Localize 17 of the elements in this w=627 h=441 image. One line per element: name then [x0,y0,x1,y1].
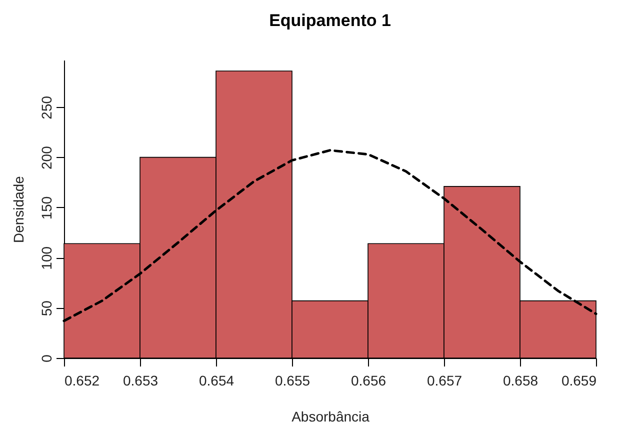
x-tick-label: 0.654 [198,372,234,388]
x-axis-title: Absorbância [292,408,370,424]
y-tick-label: 150 [38,196,54,220]
y-tick-label: 250 [38,96,54,120]
x-tick-label: 0.653 [122,372,158,388]
chart-title: Equipamento 1 [269,11,391,30]
y-tick-label: 50 [38,300,54,316]
x-tick-label: 0.652 [64,372,100,388]
y-tick-label: 0 [38,354,54,362]
x-tick-label: 0.657 [426,372,462,388]
x-tick-label: 0.656 [350,372,386,388]
y-axis-title: Densidade [10,176,26,243]
y-tick-label: 100 [38,246,54,270]
x-tick-label: 0.658 [502,372,538,388]
x-tick-label: 0.655 [274,372,310,388]
y-tick-label: 200 [38,146,54,170]
x-tick-label: 0.659 [561,372,597,388]
